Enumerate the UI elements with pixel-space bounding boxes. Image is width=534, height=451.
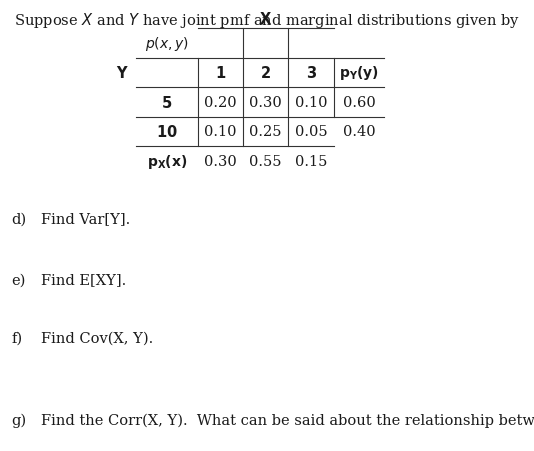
Text: f): f): [12, 331, 23, 345]
Text: 0.55: 0.55: [249, 154, 282, 168]
Text: $\mathbf{1}$: $\mathbf{1}$: [215, 65, 226, 81]
Text: $\mathbf{10}$: $\mathbf{10}$: [156, 124, 178, 140]
Text: $\mathbf{2}$: $\mathbf{2}$: [260, 65, 271, 81]
Text: $\mathbf{X}$: $\mathbf{X}$: [259, 11, 272, 27]
Text: g): g): [12, 413, 27, 428]
Text: Find E[XY].: Find E[XY].: [41, 273, 127, 286]
Text: 0.15: 0.15: [295, 154, 327, 168]
Text: $p(x,y)$: $p(x,y)$: [145, 35, 189, 53]
Text: Find Cov(X, Y).: Find Cov(X, Y).: [41, 331, 153, 345]
Text: $\mathbf{p_X(x)}$: $\mathbf{p_X(x)}$: [147, 152, 187, 170]
Text: Find the Corr(X, Y).  What can be said about the relationship between X and Y?: Find the Corr(X, Y). What can be said ab…: [41, 413, 534, 428]
Text: $\mathbf{p_Y(y)}$: $\mathbf{p_Y(y)}$: [339, 64, 379, 82]
Text: 0.25: 0.25: [249, 125, 282, 139]
Text: $\mathbf{5}$: $\mathbf{5}$: [161, 95, 172, 110]
Text: 0.20: 0.20: [204, 96, 237, 110]
Text: 0.30: 0.30: [249, 96, 282, 110]
Text: 0.40: 0.40: [343, 125, 375, 139]
Text: 0.05: 0.05: [295, 125, 327, 139]
Text: $\mathbf{3}$: $\mathbf{3}$: [305, 65, 317, 81]
Text: d): d): [12, 212, 27, 226]
Text: 0.10: 0.10: [204, 125, 237, 139]
Text: 0.10: 0.10: [295, 96, 327, 110]
Text: 0.30: 0.30: [204, 154, 237, 168]
Text: Suppose $X$ and $Y$ have joint pmf and marginal distributions given by: Suppose $X$ and $Y$ have joint pmf and m…: [14, 11, 520, 30]
Text: e): e): [12, 273, 26, 286]
Text: 0.60: 0.60: [343, 96, 375, 110]
Text: $\mathbf{Y}$: $\mathbf{Y}$: [116, 65, 129, 81]
Text: Find Var[Y].: Find Var[Y].: [41, 212, 130, 226]
